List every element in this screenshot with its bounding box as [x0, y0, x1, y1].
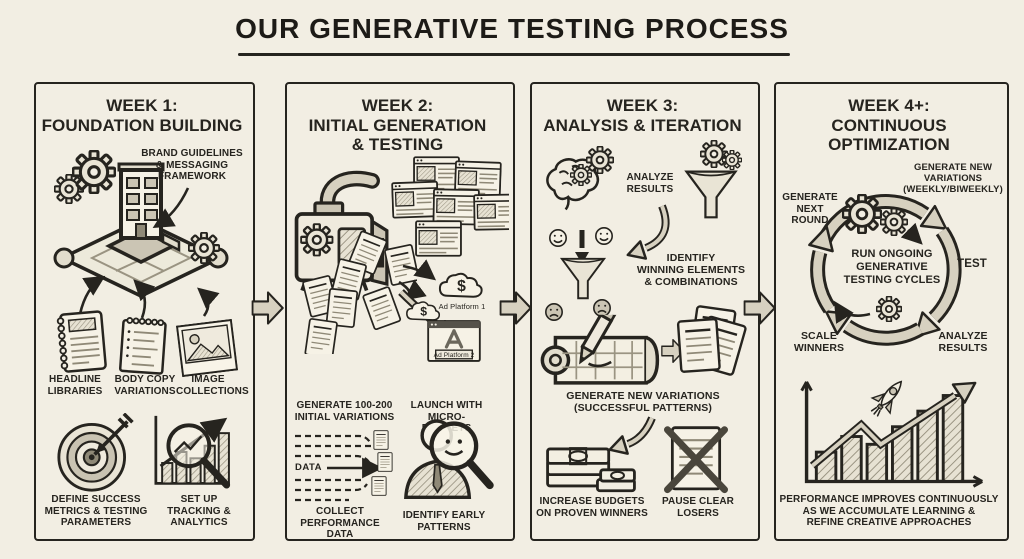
cycle-center-label: RUN ONGOING GENERATIVE TESTING CYCLES: [843, 248, 941, 286]
generate-new-variations-label: GENERATE NEW VARIATIONS (SUCCESSFUL PATT…: [566, 390, 720, 415]
panel-arrow-3-icon: [743, 291, 776, 325]
analyst-magnifier-icon: [399, 412, 495, 502]
week2-heading: WEEK 2: INITIAL GENERATION & TESTING: [308, 96, 487, 155]
performance-caption-label: PERFORMANCE IMPROVES CONTINUOUSLY AS WE …: [779, 494, 999, 529]
page-title: OUR GENERATIVE TESTING PROCESS: [235, 13, 789, 44]
panel-arrow-1-icon: [251, 291, 284, 325]
data-label: DATA: [295, 462, 322, 473]
ad-platform-1-cloud-icon: $: [438, 272, 483, 298]
winners-funnel-faces-icon: [545, 227, 613, 321]
generate-new-variations-label: GENERATE NEW VARIATIONS (WEEKLY/BIWEEKLY…: [903, 162, 1003, 196]
panel-week1: WEEK 1: FOUNDATION BUILDING BRAND GUIDEL…: [34, 82, 255, 541]
headline-libraries-label: HEADLINE LIBRARIES: [47, 374, 103, 397]
week1-callout-brand-guidelines: BRAND GUIDELINES & MESSAGING FRAMEWORK: [141, 148, 243, 183]
week3-heading: WEEK 3: ANALYSIS & ITERATION: [543, 96, 742, 135]
crossed-out-ad-icon: [664, 422, 728, 496]
analyze-results-label: ANALYZE RESULTS: [938, 330, 988, 355]
ad-platform-2-label: Ad Platform 2: [433, 352, 475, 359]
optimization-cycle-icon: [808, 194, 962, 346]
data-stream-icon: [295, 430, 393, 502]
panel-arrow-2-icon: [499, 291, 532, 325]
tracking-chart-magnifier-icon: [148, 410, 236, 494]
image-collections-label: IMAGE COLLECTIONS: [176, 374, 249, 397]
sketch-scroll-pencil-icon: [540, 314, 660, 385]
panel-week3: WEEK 3: ANALYSIS & ITERATION ANALYZE RES…: [530, 82, 760, 541]
svg-text:$: $: [457, 278, 466, 295]
image-photo-icon: [176, 319, 238, 377]
brain-gears-icon: [546, 146, 614, 211]
bodycopy-notepad-icon: [118, 316, 168, 375]
analyze-results-label: ANALYZE RESULTS: [626, 172, 674, 195]
paper-scatter-icon: [301, 230, 417, 354]
ad-platform-1-label: Ad Platform 1: [438, 302, 486, 311]
performance-growth-chart-icon: [800, 376, 983, 488]
filter-funnel-gears-icon: [685, 140, 742, 219]
scale-winners-label: SCALE WINNERS: [793, 330, 845, 355]
panel-week4: WEEK 4+: CONTINUOUS OPTIMIZATION GENERAT…: [774, 82, 1009, 541]
define-metrics-label: DEFINE SUCCESS METRICS & TESTING PARAMET…: [44, 494, 148, 529]
generate-variations-label: GENERATE 100-200 INITIAL VARIATIONS: [294, 400, 395, 423]
title-underline: [238, 53, 790, 56]
dollar-cloud-icon: $: [406, 301, 441, 321]
panel-week2: WEEK 2: INITIAL GENERATION & TESTING $ A…: [285, 82, 515, 541]
increase-budgets-label: INCREASE BUDGETS ON PROVEN WINNERS: [536, 496, 648, 519]
test-label: TEST: [957, 258, 987, 270]
generate-next-round-label: GENERATE NEXT ROUND: [782, 192, 838, 227]
collect-performance-label: COLLECT PERFORMANCE DATA: [300, 506, 380, 541]
headline-notebook-icon: [55, 310, 108, 374]
week4-heading: WEEK 4+: CONTINUOUS OPTIMIZATION: [828, 96, 950, 155]
body-copy-variations-label: BODY COPY VARIATIONS: [114, 374, 176, 397]
target-icon: [57, 413, 135, 492]
svg-text:$: $: [420, 304, 427, 318]
money-stacks-icon: [546, 446, 636, 493]
pause-losers-label: PAUSE CLEAR LOSERS: [661, 496, 735, 519]
identify-winning-label: IDENTIFY WINNING ELEMENTS & COMBINATIONS: [636, 252, 746, 289]
setup-tracking-label: SET UP TRACKING & ANALYTICS: [167, 494, 231, 529]
week1-heading: WEEK 1: FOUNDATION BUILDING: [41, 96, 243, 135]
identify-patterns-label: IDENTIFY EARLY PATTERNS: [402, 510, 486, 533]
